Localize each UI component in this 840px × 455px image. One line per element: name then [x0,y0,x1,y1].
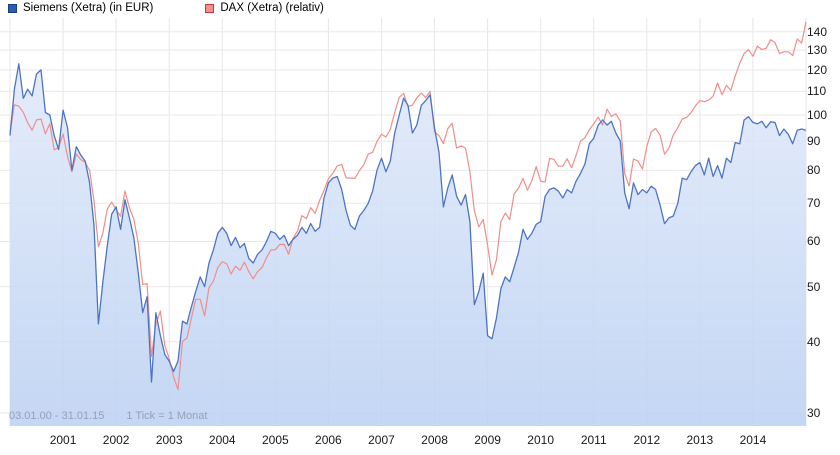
tick-interval-label: 1 Tick = 1 Monat [126,410,208,422]
siemens-area-fill [10,63,806,427]
siemens-series-swatch-icon [8,3,17,13]
date-range-label: 03.01.00 - 31.01.15 [9,410,105,422]
legend-item-siemens: Siemens (Xetra) (in EUR) [8,2,153,15]
chart-footer-note: 03.01.00 - 31.01.15 1 Tick = 1 Monat [9,410,207,422]
chart-legend: Siemens (Xetra) (in EUR) DAX (Xetra) (re… [8,1,376,15]
siemens-line [9,63,807,383]
dax-series-swatch-icon [205,3,215,13]
legend-item-dax: DAX (Xetra) (relativ) [205,2,324,15]
legend-label-siemens: Siemens (Xetra) (in EUR) [23,1,154,14]
legend-label-dax: DAX (Xetra) (relativ) [220,1,324,14]
